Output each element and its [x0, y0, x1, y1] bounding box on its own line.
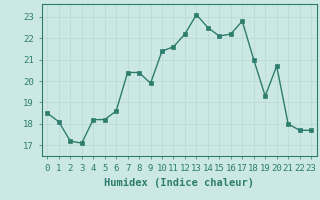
- X-axis label: Humidex (Indice chaleur): Humidex (Indice chaleur): [104, 178, 254, 188]
